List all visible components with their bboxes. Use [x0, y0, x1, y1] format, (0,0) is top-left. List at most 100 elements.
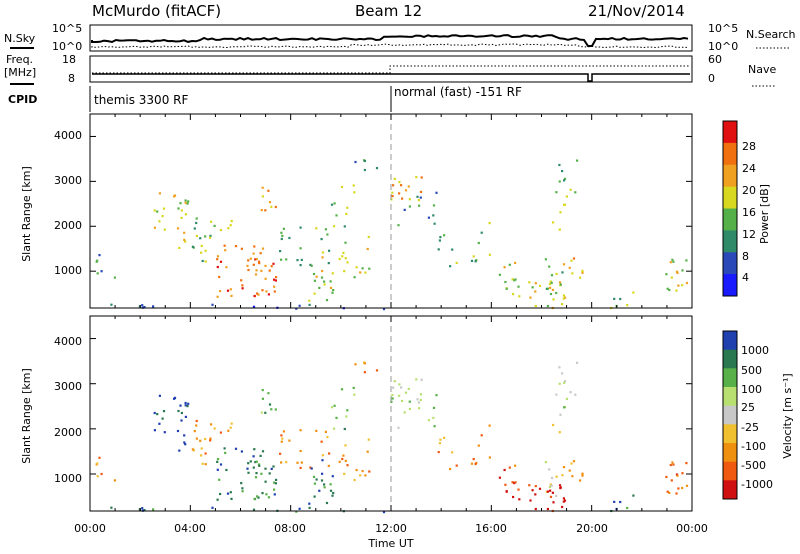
- velocity-cell: [548, 485, 552, 488]
- nsearch-trace: [91, 43, 689, 49]
- velocity-cell: [153, 429, 156, 432]
- velocity-cell: [252, 508, 256, 511]
- velocity-cell: [438, 442, 441, 445]
- velocity-cell: [391, 394, 394, 397]
- power-cbar-tick-24: 24: [742, 162, 756, 175]
- power-cell: [551, 288, 554, 291]
- power-cell: [274, 279, 277, 282]
- velocity-cell: [173, 396, 177, 399]
- velocity-cell: [544, 461, 547, 464]
- velocity-cell: [267, 392, 270, 395]
- velocity-cell: [338, 460, 341, 463]
- power-cell: [312, 272, 316, 276]
- power-cell: [676, 271, 679, 274]
- velocity-cell: [508, 466, 511, 469]
- velocity-cell: [488, 424, 491, 427]
- power-cell: [216, 258, 219, 261]
- xlabel: Time UT: [367, 537, 413, 550]
- velocity-cell: [252, 466, 255, 469]
- velocity-cell: [565, 397, 568, 400]
- velocity-cell: [404, 391, 408, 394]
- power-cell: [549, 280, 552, 283]
- power-cell: [581, 269, 584, 272]
- velocity-cell: [563, 406, 566, 409]
- velocity-cell: [308, 506, 311, 509]
- velocity-cell: [534, 493, 537, 496]
- velocity-cell: [555, 494, 558, 498]
- power-cell: [210, 220, 213, 223]
- velocity-cell: [517, 488, 520, 491]
- power-cell: [201, 259, 204, 263]
- velocity-cell: [401, 399, 404, 403]
- velocity-cell: [184, 415, 187, 418]
- power-cell: [161, 215, 164, 218]
- velocity-cell: [224, 451, 227, 454]
- velocity-cell: [518, 498, 521, 501]
- power-cell: [563, 296, 567, 299]
- power-cell: [323, 280, 326, 283]
- velocity-cell: [261, 492, 264, 495]
- velocity-cell: [255, 472, 258, 475]
- power-cell: [247, 259, 250, 262]
- velocity-cell: [503, 468, 506, 472]
- power-cell: [685, 259, 688, 262]
- velocity-cell: [253, 497, 256, 501]
- velocity-cell: [562, 497, 565, 500]
- power-cell: [548, 265, 551, 268]
- nave-label: Nave: [748, 63, 776, 76]
- power-cell: [264, 264, 267, 267]
- power-cell: [279, 250, 282, 253]
- velocity-cell: [270, 467, 273, 470]
- velocity-cell: [407, 387, 410, 390]
- power-colorbar-swatch: [723, 274, 737, 297]
- power-cell: [558, 163, 561, 167]
- velocity-cell: [323, 483, 326, 486]
- power-cell: [562, 263, 566, 266]
- velocity-cell: [143, 509, 146, 512]
- power-cell: [268, 269, 271, 272]
- velocity-cell: [477, 444, 480, 447]
- velocity-cell: [558, 382, 561, 385]
- power-cell: [569, 188, 572, 191]
- velocity-cell: [392, 386, 395, 389]
- velocity-cell: [419, 398, 422, 402]
- power-cell: [672, 260, 675, 263]
- velocity-cell: [559, 486, 562, 489]
- vel-cbar-tick-neg25: -25: [741, 421, 759, 434]
- power-cell: [562, 297, 565, 300]
- velocity-cell: [570, 462, 573, 465]
- beam-label: Beam 12: [355, 2, 422, 20]
- power-cell: [200, 251, 203, 254]
- velocity-colorbar-label: Velocity [m s⁻¹]: [781, 373, 794, 458]
- velocity-cell: [267, 496, 270, 499]
- power-ytick-3000: 3000: [54, 174, 82, 187]
- velocity-cell: [274, 408, 277, 411]
- power-cell: [261, 247, 265, 250]
- velocity-cell: [308, 502, 311, 505]
- power-cell: [323, 283, 326, 286]
- power-cell: [681, 269, 684, 272]
- velocity-cell: [552, 423, 555, 427]
- power-cell: [546, 304, 549, 308]
- power-cell: [513, 279, 516, 282]
- power-cell: [229, 224, 232, 227]
- power-cell: [280, 258, 283, 261]
- velocity-cell: [318, 489, 321, 492]
- velocity-cell: [254, 461, 257, 464]
- velocity-cell: [219, 463, 223, 466]
- velocity-cell: [184, 404, 187, 407]
- power-cell: [345, 212, 348, 215]
- power-cell: [563, 179, 566, 182]
- power-cell: [391, 195, 394, 198]
- velocity-cell: [268, 472, 271, 475]
- power-cell: [619, 297, 622, 301]
- velocity-cell: [342, 454, 345, 457]
- power-cell: [184, 240, 187, 243]
- velocity-cell: [359, 474, 362, 477]
- velocity-cell: [346, 464, 349, 467]
- power-cell: [558, 228, 561, 231]
- power-cell: [343, 270, 346, 273]
- velocity-cell: [234, 447, 238, 450]
- power-colorbar-swatch: [723, 230, 737, 253]
- velocity-cell: [261, 397, 264, 400]
